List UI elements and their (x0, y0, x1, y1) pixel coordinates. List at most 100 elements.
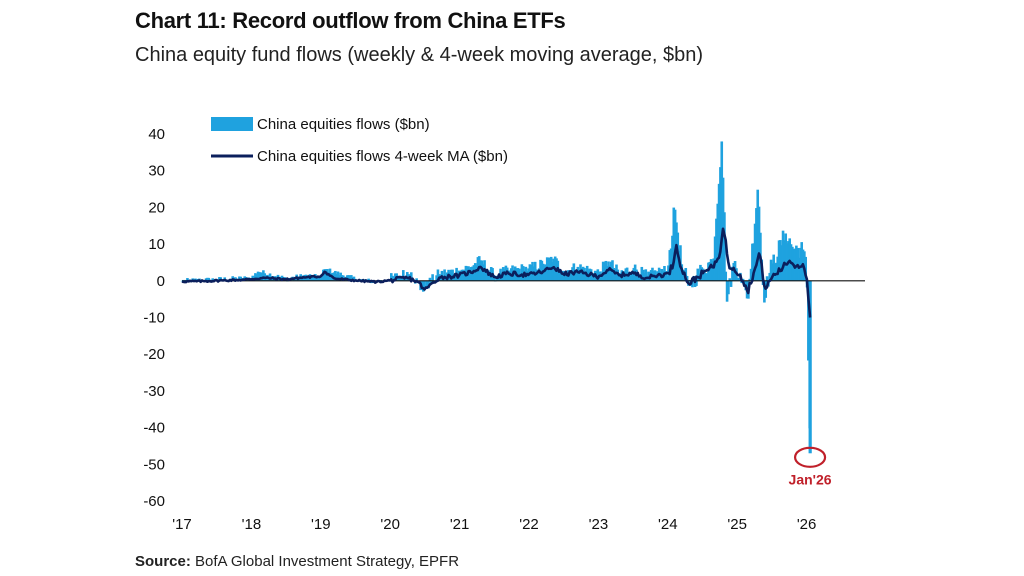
flow-bar (535, 269, 538, 281)
flow-bar (584, 273, 588, 281)
flow-bar (591, 273, 594, 281)
flow-bar (315, 276, 318, 281)
flow-bar (756, 189, 760, 281)
x-axis-ticks: '17 '18 '19 '20 '21 '22 '23 '24 '25 '26 (172, 516, 816, 533)
source-text: BofA Global Investment Strategy, EPFR (190, 553, 460, 570)
flow-bar (339, 272, 342, 281)
flow-bar (644, 269, 648, 281)
flow-bar (723, 212, 726, 281)
flow-bar (323, 269, 326, 281)
flow-bar (429, 280, 433, 283)
flow-bar (716, 203, 720, 281)
flow-bar (204, 278, 208, 281)
y-tick-label: 0 (157, 273, 165, 290)
flow-bar (239, 276, 243, 281)
flow-bar (348, 275, 352, 281)
flow-bar (704, 273, 708, 281)
flow-bar (717, 183, 721, 281)
flow-bar (793, 248, 797, 281)
flow-bar (561, 270, 565, 281)
source-label: Source: (135, 553, 191, 570)
flow-bar (800, 242, 804, 281)
flow-bar (560, 273, 564, 281)
flow-bar (729, 280, 733, 287)
flow-bar (628, 271, 632, 281)
flow-bar (612, 267, 616, 281)
flow-bar (400, 279, 404, 281)
chart-subtitle: China equity fund flows (weekly & 4-week… (135, 44, 704, 66)
flow-bar (449, 269, 453, 281)
flow-bar (367, 278, 370, 281)
x-tick-label: '20 (380, 516, 400, 533)
flow-bar (765, 276, 769, 281)
flow-bar (576, 266, 580, 281)
flow-bar (523, 274, 526, 281)
flow-bar (795, 245, 798, 281)
flow-bar (435, 275, 438, 281)
flow-bar (655, 275, 658, 281)
flow-bar (439, 276, 442, 281)
y-tick-label: 10 (148, 236, 165, 253)
flow-bar (713, 236, 717, 281)
flow-bar (397, 276, 401, 281)
flow-bar (600, 274, 604, 281)
flow-bar (468, 268, 472, 281)
flow-bar (186, 278, 189, 281)
flow-bar (436, 269, 440, 281)
flow-bar (234, 277, 237, 281)
flow-bar (302, 278, 305, 281)
legend-label-line: China equities flows 4-week MA ($bn) (257, 148, 508, 165)
flow-bar (327, 272, 330, 281)
flow-bar (783, 240, 786, 281)
flow-bar (703, 272, 706, 281)
flow-bar (254, 273, 257, 281)
flow-bar (707, 262, 710, 281)
flow-bar (557, 268, 561, 281)
legend-label-bars: China equities flows ($bn) (257, 116, 430, 133)
flow-bar (421, 280, 425, 292)
flow-bar (701, 268, 705, 281)
y-tick-label: -10 (143, 310, 165, 327)
y-tick-label: -50 (143, 456, 165, 473)
flow-bar (401, 270, 405, 281)
flow-bar (732, 262, 736, 281)
flow-bar (335, 273, 338, 281)
x-tick-label: '23 (589, 516, 609, 533)
flow-bar (484, 268, 488, 281)
y-tick-label: 30 (148, 163, 165, 180)
x-tick-label: '18 (242, 516, 262, 533)
flow-bar (741, 278, 745, 281)
flow-bar (603, 262, 606, 281)
flow-bar (691, 280, 694, 288)
flow-bar (258, 272, 261, 281)
flow-bar (763, 280, 766, 303)
flow-bar (672, 207, 676, 281)
flow-bar (559, 271, 562, 281)
flow-bar (485, 273, 489, 281)
x-tick-label: '17 (172, 516, 192, 533)
flow-bar (543, 265, 546, 281)
flow-bar (573, 271, 577, 281)
flow-bar (643, 273, 646, 281)
flow-bar (520, 264, 524, 281)
flow-bar (481, 264, 485, 281)
flow-bar (461, 269, 465, 281)
flow-bar (320, 273, 324, 281)
flow-bar (727, 280, 730, 295)
source-note: Source: BofA Global Investment Strategy,… (135, 553, 459, 570)
y-tick-label: 40 (148, 126, 165, 143)
flow-bar (519, 274, 522, 281)
flow-bar (641, 269, 645, 281)
flow-bar (575, 272, 578, 281)
flow-bar (259, 272, 263, 281)
flow-bar (613, 268, 617, 281)
flow-bar (751, 243, 754, 281)
flow-bar (580, 268, 584, 281)
flow-bar (664, 271, 668, 281)
flow-bar (552, 258, 556, 281)
flow-bar (352, 276, 356, 281)
flow-bar (799, 247, 802, 281)
flow-bar (497, 277, 501, 281)
flow-bar (218, 277, 221, 281)
flow-bar (592, 275, 596, 281)
